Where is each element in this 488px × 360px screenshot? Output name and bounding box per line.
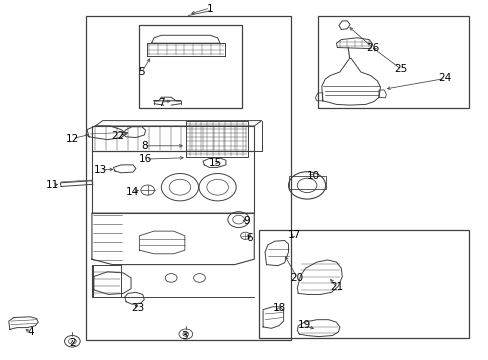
Text: 8: 8 bbox=[141, 141, 147, 151]
Bar bbox=[259, 230, 468, 338]
Text: 25: 25 bbox=[393, 64, 407, 74]
Text: 26: 26 bbox=[365, 42, 379, 53]
Text: 18: 18 bbox=[272, 303, 286, 313]
Text: 13: 13 bbox=[93, 165, 107, 175]
Text: 12: 12 bbox=[65, 134, 79, 144]
Text: 15: 15 bbox=[208, 158, 222, 168]
Bar bbox=[85, 16, 290, 340]
Text: 22: 22 bbox=[111, 131, 125, 141]
Text: 11: 11 bbox=[46, 180, 60, 190]
Bar bbox=[317, 16, 468, 108]
Text: 21: 21 bbox=[329, 282, 343, 292]
Text: 17: 17 bbox=[287, 230, 301, 240]
Text: 3: 3 bbox=[181, 330, 188, 341]
Text: 1: 1 bbox=[206, 4, 213, 14]
Text: 7: 7 bbox=[158, 98, 164, 108]
Text: 20: 20 bbox=[290, 273, 303, 283]
Text: 10: 10 bbox=[306, 171, 319, 181]
Bar bbox=[139, 25, 242, 108]
Text: 24: 24 bbox=[437, 73, 451, 84]
Text: 9: 9 bbox=[243, 216, 250, 226]
Text: 16: 16 bbox=[139, 154, 152, 164]
Text: 6: 6 bbox=[245, 233, 252, 243]
Text: 4: 4 bbox=[27, 327, 34, 337]
Text: 19: 19 bbox=[297, 320, 310, 330]
Bar bbox=[185, 121, 248, 157]
Text: 5: 5 bbox=[138, 67, 145, 77]
Text: 2: 2 bbox=[69, 338, 76, 348]
Text: 14: 14 bbox=[125, 186, 139, 197]
Text: 23: 23 bbox=[131, 303, 144, 313]
